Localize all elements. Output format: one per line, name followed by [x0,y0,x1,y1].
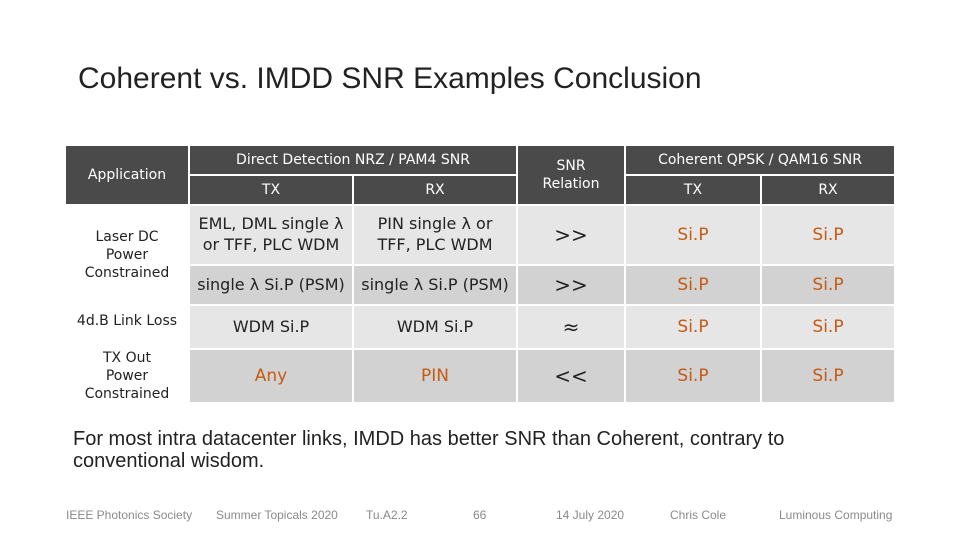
header-dd-rx: RX [354,176,516,204]
header-dd-group: Direct Detection NRZ / PAM4 SNR [190,146,516,174]
header-coh-tx: TX [626,176,760,204]
footer-page-number: 66 [473,508,487,522]
row4-coh-rx: Si.P [762,350,894,402]
row2-coh-tx: Si.P [626,266,760,304]
header-coh-rx: RX [762,176,894,204]
conclusion-text: For most intra datacenter links, IMDD ha… [73,428,785,472]
row3-relation: ≈ [518,306,624,348]
footer-session: Tu.A2.2 [366,508,408,522]
row2-dd-tx: single λ Si.P (PSM) [190,266,352,304]
row4-dd-rx: PIN [354,350,516,402]
app-tx-out-power: TX Out Power Constrained [66,350,188,402]
row2-coh-rx: Si.P [762,266,894,304]
row1-dd-tx: EML, DML single λ or TFF, PLC WDM [190,206,352,264]
row2-dd-rx: single λ Si.P (PSM) [354,266,516,304]
row4-relation: << [518,350,624,402]
slide-title: Coherent vs. IMDD SNR Examples Conclusio… [78,62,702,95]
header-coh-group: Coherent QPSK / QAM16 SNR [626,146,894,174]
row1-coh-rx: Si.P [762,206,894,264]
row3-coh-rx: Si.P [762,306,894,348]
row1-coh-tx: Si.P [626,206,760,264]
footer-society: IEEE Photonics Society [66,508,193,522]
footer-event: Summer Topicals 2020 [216,508,338,522]
row1-dd-rx: PIN single λ or TFF, PLC WDM [354,206,516,264]
row4-coh-tx: Si.P [626,350,760,402]
footer-author: Chris Cole [670,508,727,522]
row3-coh-tx: Si.P [626,306,760,348]
header-snr-relation: SNR Relation [518,146,624,204]
footer-date: 14 July 2020 [556,508,625,522]
row3-dd-tx: WDM Si.P [190,306,352,348]
row3-dd-rx: WDM Si.P [354,306,516,348]
row1-relation: >> [518,206,624,264]
row4-dd-tx: Any [190,350,352,402]
header-dd-tx: TX [190,176,352,204]
footer-company: Luminous Computing [779,508,893,522]
row2-relation: >> [518,266,624,304]
header-application: Application [66,146,188,204]
app-laser-dc-power: Laser DC Power Constrained [66,206,188,304]
app-link-loss: 4d.B Link Loss [66,306,188,348]
